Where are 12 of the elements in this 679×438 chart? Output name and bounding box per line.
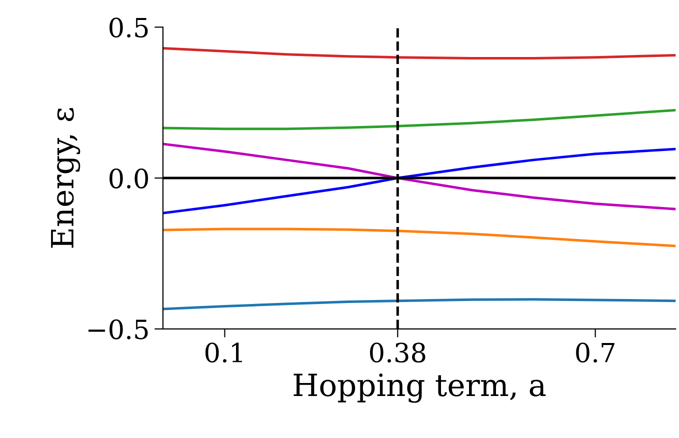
x-axis-title: Hopping term, a: [294, 374, 546, 403]
y-tick-label: 0.0: [110, 168, 148, 188]
line-series: [162, 228, 676, 248]
x-tick-label: 0.1: [205, 342, 242, 363]
x-tick-label: 0.38: [370, 342, 426, 363]
line-series: [162, 108, 676, 130]
y-axis-title: Energy, ε: [51, 108, 80, 248]
y-tick-label: 0.5: [110, 18, 148, 38]
y-tick-label: −0.5: [88, 319, 148, 340]
line-series: [162, 47, 676, 60]
line-series: [162, 298, 676, 310]
x-tick-label: 0.7: [576, 342, 614, 363]
